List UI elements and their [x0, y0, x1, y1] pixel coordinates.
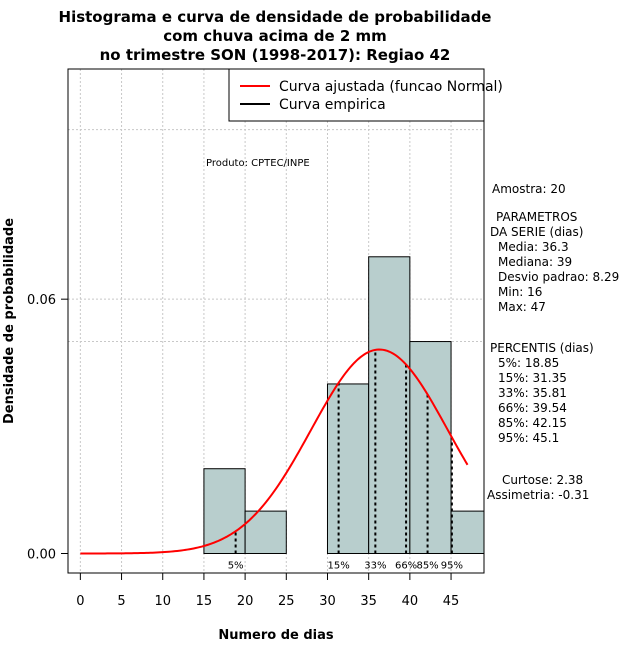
- y-tick-label-1: 0.06: [27, 293, 56, 308]
- stat-max: Max: 47: [498, 300, 546, 314]
- percentile-lines: [234, 349, 453, 554]
- x-tick-label-8: 40: [402, 594, 419, 609]
- stat-mean: Media: 36.3: [498, 240, 569, 254]
- x-tick-label-5: 25: [278, 594, 295, 609]
- chart-title-line-2: com chuva acima de 2 mm: [163, 27, 387, 45]
- percentile-label-1: 15%: [327, 561, 349, 572]
- x-tick-label-3: 15: [196, 594, 213, 609]
- histogram-bar-5: [409, 341, 452, 555]
- x-tick-label-4: 20: [237, 594, 254, 609]
- x-tick-label-1: 5: [117, 594, 125, 609]
- histogram-bar-4: [368, 256, 411, 555]
- x-axis-label: Numero de dias: [218, 628, 334, 643]
- histogram-bar-6: [450, 510, 485, 555]
- y-axis: 0.00 0.06: [27, 293, 69, 563]
- legend-box: [228, 68, 485, 122]
- stat-p95: 95%: 45.1: [498, 431, 559, 445]
- x-tick-label-7: 35: [360, 594, 377, 609]
- x-tick-label-2: 10: [154, 594, 171, 609]
- percentile-label-2: 33%: [364, 561, 386, 572]
- chart-title-line-1: Histograma e curva de densidade de proba…: [59, 8, 492, 26]
- stat-kurtosis: Curtose: 2.38: [502, 473, 583, 487]
- legend: Curva ajustada (funcao Normal) Curva emp…: [228, 68, 503, 122]
- stat-params-heading: PARAMETROS: [496, 210, 577, 224]
- x-tick-label-0: 0: [76, 594, 84, 609]
- stat-percentis-heading: PERCENTIS (dias): [490, 341, 594, 355]
- stat-min: Min: 16: [498, 285, 542, 299]
- stat-p66: 66%: 39.54: [498, 401, 567, 415]
- stat-sample: Amostra: 20: [492, 182, 566, 196]
- percentile-label-4: 85%: [416, 561, 438, 572]
- percentile-labels: 5% 15% 33% 66% 85% 95%: [228, 561, 463, 572]
- stat-p85: 85%: 42.15: [498, 416, 567, 430]
- stat-p15: 15%: 31.35: [498, 371, 567, 385]
- legend-label-fit: Curva ajustada (funcao Normal): [279, 79, 503, 95]
- x-axis: 0 5 10 15 20 25 30 35 40 45: [76, 572, 460, 609]
- percentile-label-5: 95%: [441, 561, 463, 572]
- histogram-bar-3: [326, 383, 370, 555]
- histogram-bars: [203, 256, 485, 555]
- normal-fit-curve: [80, 348, 469, 555]
- stat-p5: 5%: 18.85: [498, 356, 559, 370]
- y-tick-label-0: 0.00: [27, 548, 56, 563]
- stat-skewness: Assimetria: -0.31: [487, 488, 589, 502]
- stats-panel: Amostra: 20 PARAMETROS DA SERIE (dias) M…: [487, 182, 619, 502]
- stat-sd: Desvio padrao: 8.29: [498, 270, 619, 284]
- percentile-label-0: 5%: [228, 561, 244, 572]
- stat-params-heading-2: DA SERIE (dias): [490, 225, 583, 239]
- stat-p33: 33%: 35.81: [498, 386, 567, 400]
- y-axis-label: Densidade de probabilidade: [2, 218, 17, 424]
- histogram-bar-0: [203, 468, 246, 555]
- x-tick-label-6: 30: [319, 594, 336, 609]
- chart-title-line-3: no trimestre SON (1998-2017): Regiao 42: [100, 46, 451, 64]
- stat-median: Mediana: 39: [498, 255, 572, 269]
- percentile-label-3: 66%: [395, 561, 417, 572]
- producer-label: Produto: CPTEC/INPE: [206, 158, 310, 169]
- x-tick-label-9: 45: [443, 594, 460, 609]
- legend-label-empirical: Curva empirica: [279, 97, 386, 113]
